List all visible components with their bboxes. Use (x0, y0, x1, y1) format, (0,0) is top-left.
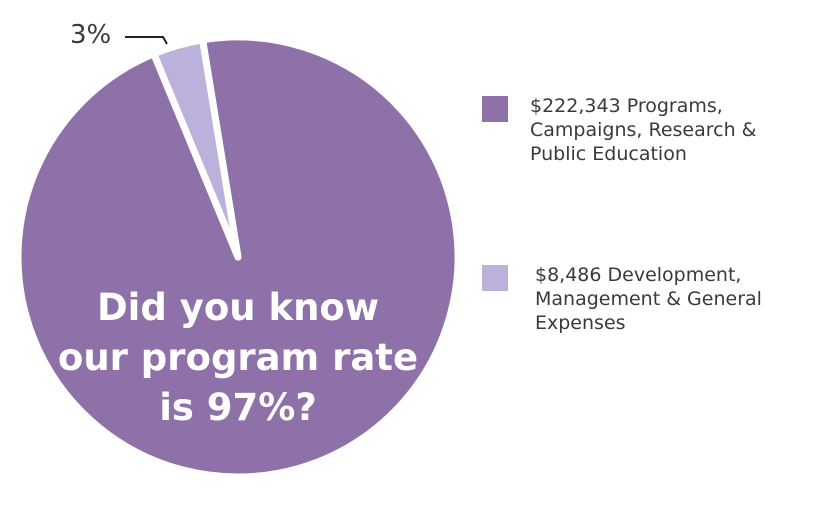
data-label-3-percent: 3% (70, 20, 112, 50)
legend-item-development: $8,486 Development, Management & General… (482, 263, 795, 335)
leader-line (125, 36, 168, 45)
legend-label-development: $8,486 Development, Management & General… (535, 264, 762, 334)
program-rate-callout: Did you know our program rate is 97%? (57, 286, 419, 429)
legend-swatch-programs (482, 96, 508, 122)
legend-item-programs: $222,343 Programs, Campaigns, Research &… (482, 94, 790, 166)
legend-label-programs: $222,343 Programs, Campaigns, Research &… (530, 95, 757, 165)
pie-slice-development (150, 36, 242, 261)
legend-swatch-development (482, 265, 508, 291)
